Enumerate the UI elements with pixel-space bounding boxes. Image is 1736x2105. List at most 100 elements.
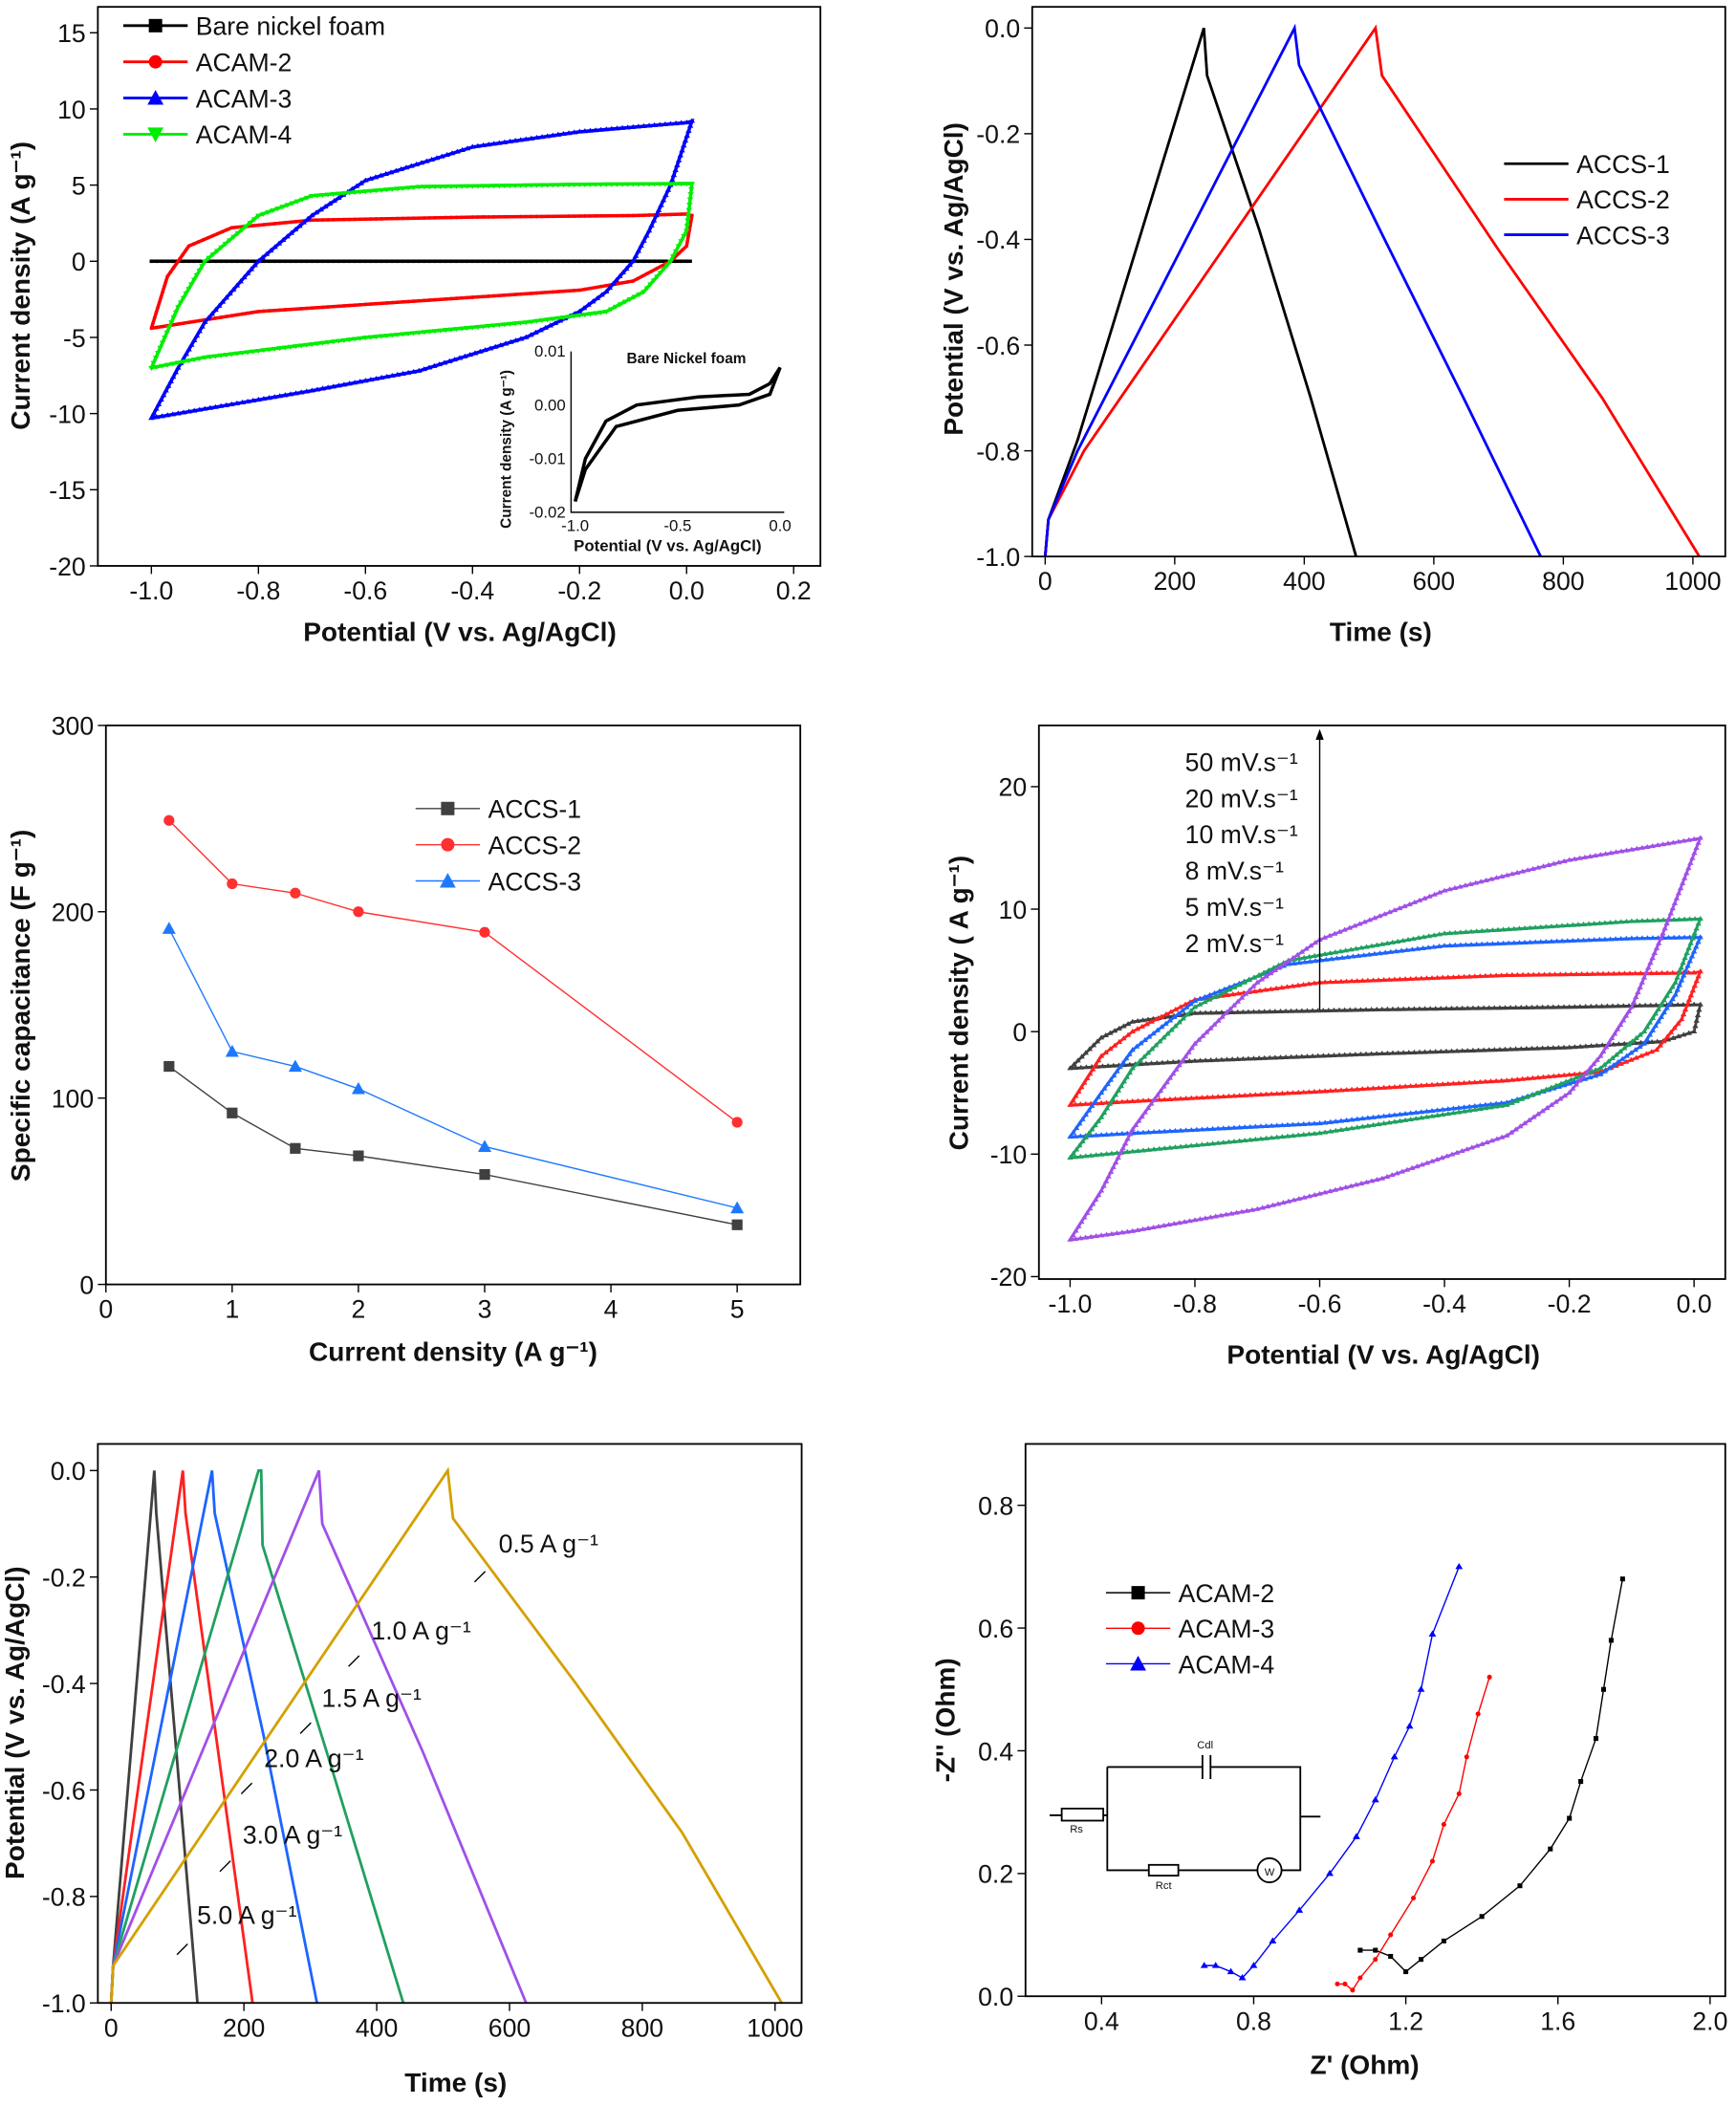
data-point	[1672, 979, 1679, 985]
data-point	[1095, 1057, 1102, 1063]
data-point	[1249, 983, 1257, 988]
data-point	[1484, 941, 1491, 946]
data-point	[560, 315, 567, 321]
data-point	[1428, 975, 1436, 981]
data-point	[684, 228, 690, 234]
data-point	[304, 259, 309, 264]
data-point	[663, 212, 667, 217]
data-point	[1241, 1137, 1248, 1143]
data-point	[1107, 1046, 1114, 1052]
data-point	[1557, 1096, 1564, 1101]
data-point	[480, 184, 487, 189]
data-point	[229, 314, 234, 318]
data-point	[1523, 1094, 1530, 1099]
data-point	[1144, 1225, 1152, 1230]
data-point	[1616, 970, 1623, 976]
data-point	[163, 814, 175, 826]
data-point	[1450, 1105, 1457, 1111]
data-point	[1250, 1055, 1257, 1061]
x-tick-label: 0.8	[1236, 2007, 1271, 2035]
data-point	[1357, 944, 1365, 950]
data-point	[1448, 1151, 1456, 1157]
data-point	[674, 212, 678, 217]
data-point	[336, 259, 341, 264]
data-point	[1269, 1202, 1276, 1207]
data-point	[635, 182, 642, 187]
data-point	[244, 270, 251, 275]
data-point	[1380, 1120, 1387, 1126]
data-point	[1504, 1101, 1510, 1107]
data-point	[1504, 872, 1510, 878]
data-point	[1172, 1023, 1179, 1029]
data-point	[293, 220, 298, 224]
data-point	[1431, 891, 1438, 897]
data-point	[1312, 958, 1319, 964]
data-point	[1685, 944, 1692, 950]
data-point	[513, 259, 517, 264]
data-point	[1621, 970, 1628, 976]
data-point	[1690, 1028, 1698, 1033]
data-point	[551, 214, 555, 219]
data-point	[645, 182, 653, 187]
data-point	[235, 225, 239, 229]
data-point	[1284, 1090, 1291, 1096]
data-point	[1250, 974, 1258, 980]
data-point	[1373, 1957, 1378, 1963]
data-point	[1583, 1069, 1590, 1074]
data-point	[1202, 999, 1208, 1005]
data-point	[1648, 970, 1655, 976]
data-point	[1411, 1895, 1417, 1901]
data-point	[1507, 1005, 1514, 1010]
data-point	[346, 190, 353, 196]
data-point	[1537, 939, 1544, 944]
data-point	[1195, 1036, 1203, 1042]
data-point	[1585, 937, 1593, 943]
chart-panel-a: -1.0 -0.8 -0.6 -0.4 -0.2 0.0 0.2-20-15-10-5051…	[6, 6, 822, 646]
data-point	[544, 183, 551, 188]
data-point	[1183, 1011, 1191, 1017]
data-point	[282, 392, 289, 398]
data-point	[652, 259, 657, 264]
data-point	[643, 286, 651, 292]
data-point	[1676, 916, 1682, 922]
data-point	[1300, 1089, 1307, 1095]
data-point	[423, 158, 430, 163]
data-point	[1420, 944, 1426, 950]
data-point	[277, 221, 282, 226]
data-point	[229, 259, 234, 264]
data-point	[1465, 973, 1473, 979]
data-point	[288, 229, 295, 235]
data-point	[1423, 1114, 1430, 1119]
data-point	[1186, 1218, 1193, 1224]
data-point	[480, 324, 487, 330]
data-point	[1371, 1795, 1379, 1803]
data-point	[1082, 1112, 1089, 1118]
data-point	[571, 129, 577, 135]
data-point	[1211, 1021, 1218, 1027]
data-point	[1300, 982, 1307, 987]
data-point	[1663, 1005, 1670, 1010]
inset-title: Bare Nickel foam	[626, 351, 746, 367]
data-point	[1489, 927, 1496, 933]
data-point	[1112, 1092, 1119, 1097]
data-point	[1697, 968, 1703, 974]
data-point	[1693, 978, 1700, 984]
data-point	[310, 259, 315, 264]
data-point	[645, 228, 653, 233]
data-point	[437, 328, 444, 334]
data-point	[255, 348, 262, 354]
data-point	[1103, 1151, 1110, 1157]
data-point	[1333, 1118, 1339, 1124]
current-density-label: 0.5 A g⁻¹	[499, 1530, 598, 1558]
data-point	[1332, 949, 1339, 955]
data-point	[1326, 1869, 1334, 1877]
data-point	[1664, 1036, 1672, 1042]
data-point	[1333, 1127, 1339, 1133]
data-point	[1543, 923, 1550, 929]
data-point	[1691, 983, 1699, 988]
data-point	[685, 127, 692, 133]
data-point	[1236, 1093, 1243, 1098]
data-point	[594, 294, 601, 300]
data-point	[685, 207, 692, 213]
data-point	[314, 386, 321, 392]
